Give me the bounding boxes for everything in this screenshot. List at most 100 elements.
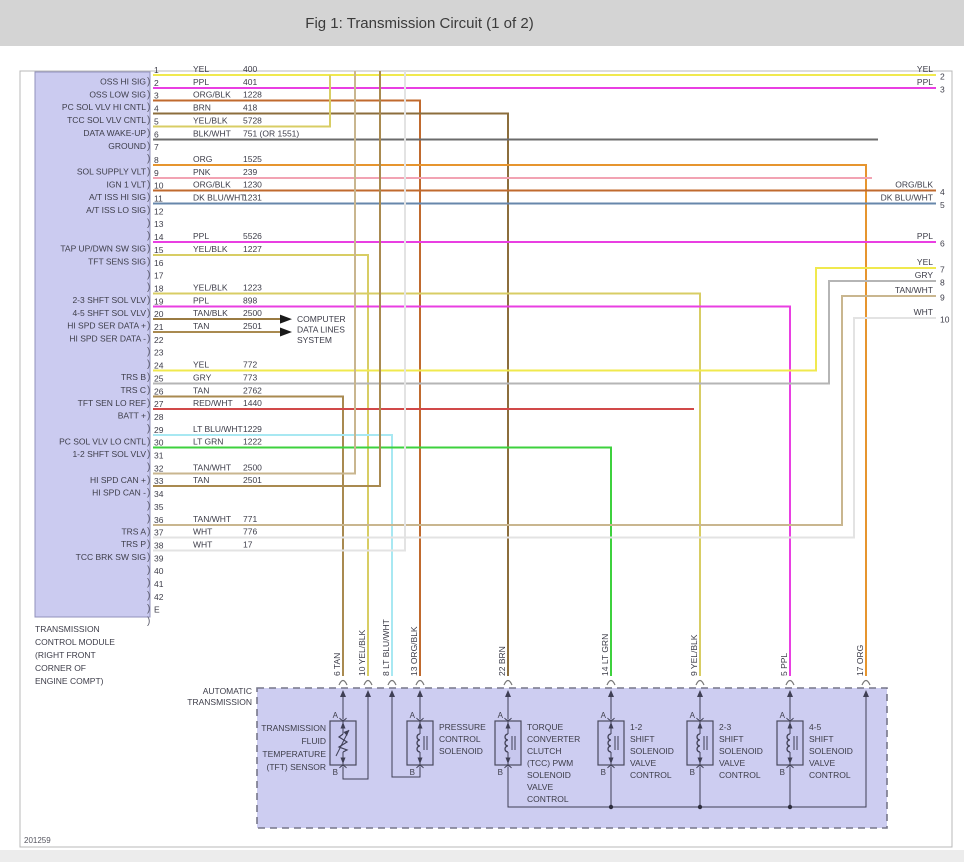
pin-bracket: ) xyxy=(147,115,150,126)
wire-color-label: PPL xyxy=(193,77,209,87)
pin-number: 35 xyxy=(154,502,164,512)
terminal-cup xyxy=(696,717,704,721)
transmission-label-line: TRANSMISSION xyxy=(187,697,252,707)
pin-bracket: ) xyxy=(147,321,150,332)
connector-cup xyxy=(338,679,348,686)
component-label-line: SHIFT xyxy=(809,734,834,744)
pin-bracket: ) xyxy=(147,256,150,267)
entry-arrow xyxy=(505,690,511,697)
computer-data-lines-line: COMPUTER xyxy=(297,314,346,324)
tcm-name-line: TRANSMISSION xyxy=(35,624,100,634)
wire-circuit-label: 2501 xyxy=(243,321,262,331)
pin-bracket: ) xyxy=(147,462,150,473)
pin-signal: HI SPD SER DATA + xyxy=(67,321,146,331)
wire-circuit-label: 1231 xyxy=(243,193,262,203)
wire-pin-36 xyxy=(153,295,936,526)
terminal-cup xyxy=(607,717,615,721)
pin-number: 6 xyxy=(154,129,159,139)
terminal-cup xyxy=(504,765,512,769)
terminal-b-label: B xyxy=(601,768,606,777)
connector-cup xyxy=(695,679,705,686)
component-label-line: 2-3 xyxy=(719,722,732,732)
data-line-arrow xyxy=(280,327,292,337)
entry-arrow xyxy=(863,690,869,697)
pin-bracket: ) xyxy=(147,231,150,242)
pin-number: 42 xyxy=(154,592,164,602)
terminal-cup xyxy=(696,765,704,769)
computer-data-lines-line: SYSTEM xyxy=(297,335,332,345)
entry-arrow xyxy=(365,690,371,697)
entry-arrow xyxy=(417,690,423,697)
terminal-cup xyxy=(416,765,424,769)
edge-exit-number: 5 xyxy=(940,200,945,210)
pin-bracket: ) xyxy=(147,578,150,589)
pin-bracket: ) xyxy=(147,166,150,177)
wire-pin-4 xyxy=(153,112,509,676)
thermistor-symbol xyxy=(337,733,349,753)
pin-number: 19 xyxy=(154,296,164,306)
wire-circuit-label: 776 xyxy=(243,527,257,537)
bottom-strip xyxy=(0,850,964,862)
terminal-arrow-down xyxy=(417,757,423,764)
edge-exit-number: 3 xyxy=(940,84,945,94)
terminal-cup xyxy=(339,765,347,769)
thermistor-arrowhead xyxy=(343,730,349,736)
connector-pin-label: 8 LT BLU/WHT xyxy=(381,619,391,676)
wire-color-label: ORG/BLK xyxy=(193,90,231,100)
wire-circuit-label: 772 xyxy=(243,360,257,370)
tcm-box xyxy=(34,71,151,618)
pin-signal: 2-3 SHFT SOL VLV xyxy=(72,295,146,305)
terminal-a-label: A xyxy=(780,711,786,720)
pin-number: 8 xyxy=(154,155,159,165)
wire-color-label: WHT xyxy=(193,539,212,549)
coil-symbol xyxy=(416,733,421,753)
coil-symbol xyxy=(504,733,509,753)
edge-exit-color: GRY xyxy=(915,270,934,280)
connector-pin-label: 13 ORG/BLK xyxy=(409,626,419,676)
wire-circuit-label: 239 xyxy=(243,167,257,177)
wire-pin-19 xyxy=(153,305,791,676)
pin-bracket: ) xyxy=(147,436,150,447)
connector-cup xyxy=(387,679,397,686)
wire-color-label: TAN xyxy=(193,475,209,485)
pin-signal: TRS B xyxy=(121,372,146,382)
pin-bracket: ) xyxy=(147,372,150,383)
wire-pin-26 xyxy=(153,395,344,676)
pin-bracket: ) xyxy=(147,308,150,319)
pin-number: 5 xyxy=(154,116,159,126)
terminal-a-label: A xyxy=(410,711,416,720)
pin-signal: PC SOL VLV LO CNTL xyxy=(59,436,146,446)
pin-bracket: ) xyxy=(147,539,150,550)
component-label-line: SOLENOID xyxy=(719,746,763,756)
wire-color-label: BLK/WHT xyxy=(193,128,231,138)
connector-pin-label: 10 YEL/BLK xyxy=(357,630,367,676)
wire-circuit-label: 1230 xyxy=(243,180,262,190)
pin-signal: DATA WAKE-UP xyxy=(83,128,146,138)
edge-exit-number: 6 xyxy=(940,239,945,249)
pin-number: 21 xyxy=(154,322,164,332)
wire-circuit-label: 2762 xyxy=(243,385,262,395)
connector-pin-label: 17 ORG xyxy=(855,645,865,676)
pin-number: 28 xyxy=(154,412,164,422)
pin-number: 9 xyxy=(154,168,159,178)
edge-exit-color: TAN/WHT xyxy=(895,285,933,295)
pin-bracket: ) xyxy=(147,269,150,280)
pin-bracket: ) xyxy=(147,591,150,602)
connector-cup xyxy=(415,679,425,686)
entry-arrow xyxy=(697,690,703,697)
wire-circuit-label: 1222 xyxy=(243,437,262,447)
wire-color-label: WHT xyxy=(193,527,212,537)
pin-bracket: ) xyxy=(147,244,150,255)
edge-exit-number: 2 xyxy=(940,72,945,82)
wire-color-label: LT GRN xyxy=(193,437,223,447)
connector-cup xyxy=(503,679,513,686)
terminal-b-label: B xyxy=(410,768,415,777)
pin-number: 25 xyxy=(154,373,164,383)
component-label-line: 4-5 xyxy=(809,722,822,732)
pin-number: 17 xyxy=(154,271,164,281)
pin-bracket: ) xyxy=(147,359,150,370)
wire-color-label: PPL xyxy=(193,231,209,241)
pin-number: 2 xyxy=(154,78,159,88)
wire-color-label: YEL xyxy=(193,360,209,370)
